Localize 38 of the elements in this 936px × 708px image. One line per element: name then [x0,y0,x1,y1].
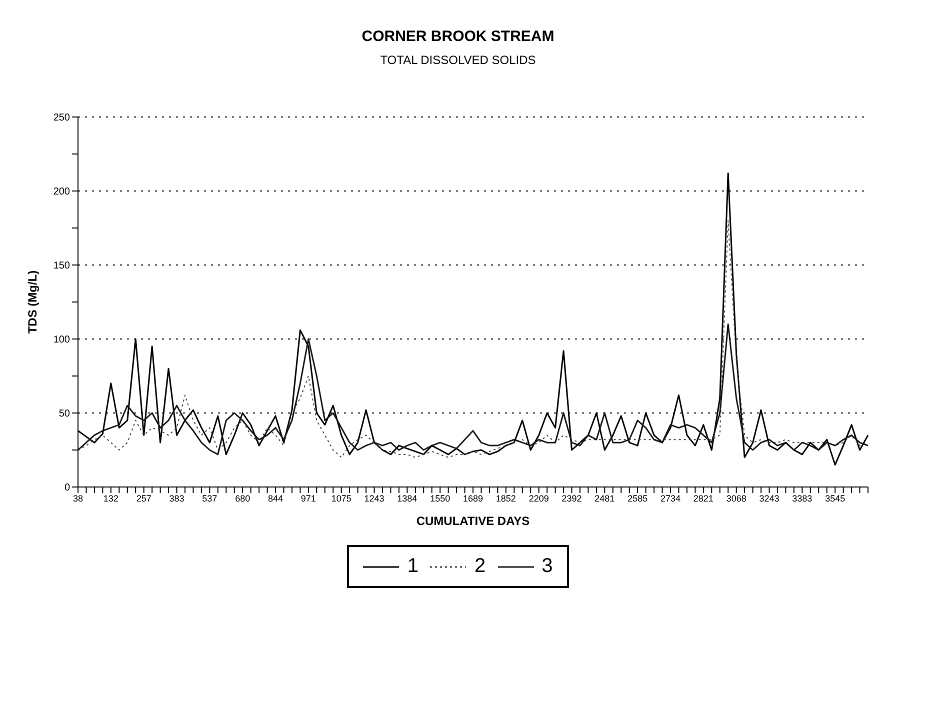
x-tick-label: 971 [300,493,316,504]
x-tick-label: 2481 [594,493,615,504]
x-tick-label: 2734 [660,493,681,504]
y-tick-label: 150 [53,260,70,272]
x-tick-label: 3383 [792,493,812,504]
x-tick-label: 2392 [562,493,582,504]
x-tick-label: 3243 [759,493,780,504]
x-tick-label: 257 [136,493,152,504]
x-tick-label: 3545 [825,493,846,504]
x-tick-label: 1550 [430,493,450,504]
x-tick-label: 1852 [496,493,516,504]
y-tick-label: 100 [53,334,70,346]
x-tick-label: 1689 [462,493,484,504]
x-axis-title: CUMULATIVE DAYS [416,514,530,528]
legend-label: 3 [540,555,553,578]
y-tick-label: 250 [53,112,70,124]
chart-title: CORNER BROOK STREAM [360,28,556,45]
chart-subtitle: TOTAL DISSOLVED SOLIDS [379,53,537,67]
legend-label: 1 [406,555,418,578]
x-tick-label: 132 [103,493,118,504]
x-tick-label: 2585 [628,493,648,504]
x-tick-label: 537 [202,493,218,504]
y-tick-label: 200 [53,186,70,198]
x-tick-label: 1243 [364,493,384,504]
x-tick-label: 844 [268,493,284,504]
x-tick-label: 383 [169,493,184,504]
y-tick-label: 50 [58,408,70,420]
y-axis-title: TDS (Mg/L) [25,270,40,334]
y-tick-label: 0 [64,482,70,494]
x-tick-label: 3068 [726,493,746,504]
legend-label: 2 [473,555,486,578]
x-tick-label: 2821 [693,493,714,504]
x-tick-label: 1075 [331,493,352,504]
line-series [77,323,869,456]
x-tick-label: 680 [235,493,250,504]
x-tick-label: 38 [72,493,84,504]
x-tick-label: 2209 [528,493,549,504]
x-tick-label: 1384 [397,493,418,504]
